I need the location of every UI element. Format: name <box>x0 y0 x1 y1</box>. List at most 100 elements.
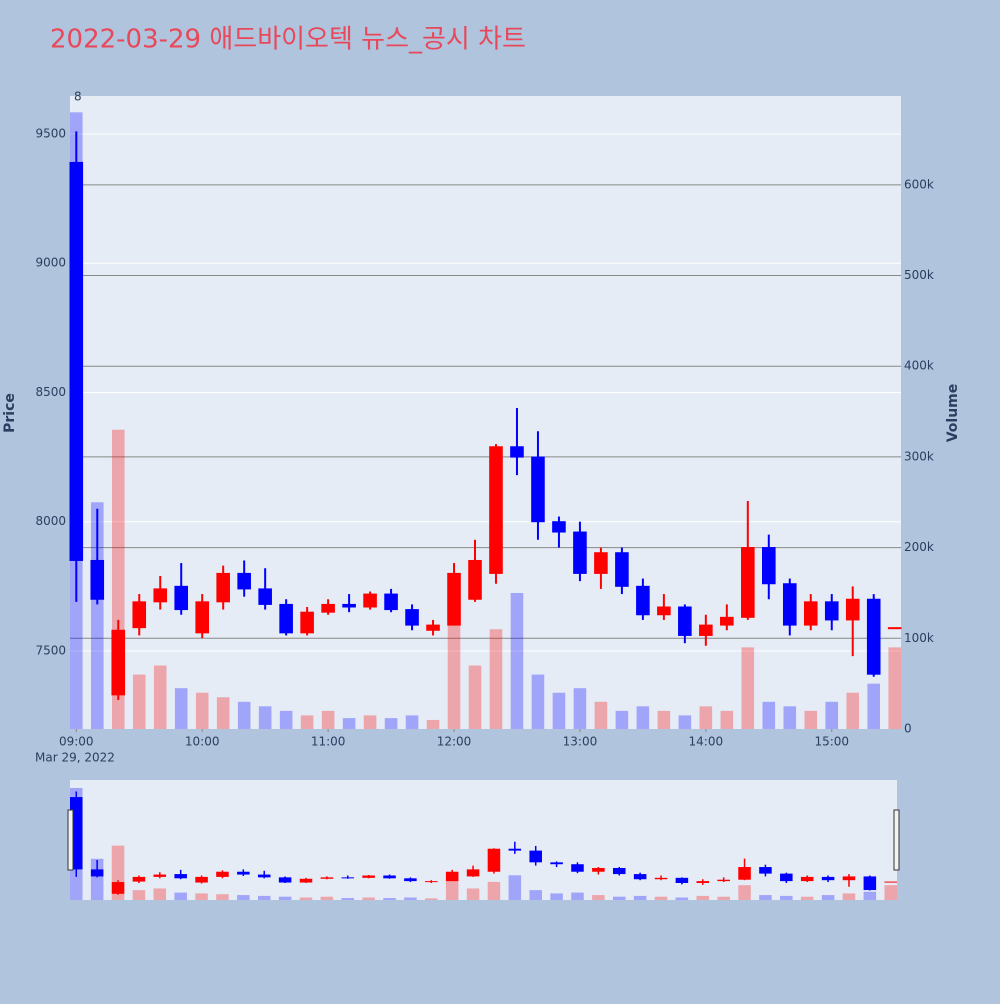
candle-body <box>363 593 377 608</box>
volume-bar <box>804 710 818 729</box>
volume-bar <box>384 718 398 729</box>
y2-tick-label: 100k <box>904 631 934 645</box>
candle-body <box>195 601 209 634</box>
x-tick-label: 11:00 <box>311 735 346 749</box>
mini-volume-bar <box>383 898 396 900</box>
mini-volume-bar <box>842 893 856 900</box>
mini-candle-body <box>278 877 292 883</box>
range-slider[interactable] <box>70 780 897 900</box>
mini-volume-bar <box>529 890 542 900</box>
mini-volume-bar <box>884 885 897 900</box>
candle-body <box>636 585 650 616</box>
mini-candle-body <box>425 881 438 883</box>
volume-bar <box>678 715 692 729</box>
candle-body <box>699 624 713 636</box>
candle-body <box>111 629 126 696</box>
candle-body <box>321 603 335 613</box>
mini-candle-body <box>174 874 187 879</box>
volume-bar <box>132 674 146 729</box>
mini-volume-bar <box>550 893 563 900</box>
mini-volume-bar <box>571 892 584 900</box>
volume-bar <box>657 710 671 729</box>
mini-candle-body <box>717 879 730 882</box>
mini-candle-body <box>738 867 751 880</box>
volume-bar <box>762 701 776 729</box>
mini-candle-body <box>153 874 167 877</box>
mini-candle-body <box>759 867 772 874</box>
y2-tick-label: 0 <box>904 722 912 736</box>
mini-candle-body <box>237 871 250 875</box>
y2-tick-label: 600k <box>904 177 934 191</box>
candle-body <box>216 572 230 603</box>
mini-candle-body <box>90 869 104 877</box>
mini-volume-bar <box>299 897 313 900</box>
mini-candle-body <box>404 878 417 882</box>
mini-candle-body <box>445 871 459 882</box>
candle-body <box>258 588 272 605</box>
candle-body <box>69 161 84 561</box>
y2-tick-label: 400k <box>904 359 934 373</box>
mini-candle-body <box>487 848 501 872</box>
x-tick-label: 12:00 <box>437 735 472 749</box>
mini-candle-body <box>550 862 563 865</box>
candle-body <box>405 609 419 626</box>
candle-body <box>741 547 755 618</box>
range-handle[interactable] <box>893 809 900 871</box>
candle-body <box>573 531 587 574</box>
volume-bar <box>720 710 734 729</box>
mini-volume-bar <box>132 890 146 900</box>
mini-volume-bar <box>278 896 292 900</box>
candle-body <box>845 598 860 621</box>
y-tick-label: 8000 <box>35 514 66 528</box>
candle-body <box>531 456 545 523</box>
mini-volume-bar <box>654 896 668 900</box>
candle-body <box>824 601 839 621</box>
mini-candle-body <box>675 877 689 884</box>
volume-bar <box>90 502 104 729</box>
volume-bar <box>510 592 524 729</box>
mini-candle-body <box>592 867 605 872</box>
candle-body <box>762 547 776 585</box>
volume-bar <box>489 629 503 729</box>
mini-volume-bar <box>257 895 271 900</box>
candle-body <box>489 446 503 574</box>
x-tick-label: 09:00 <box>59 735 94 749</box>
mini-volume-bar <box>508 875 522 900</box>
mini-volume-bar <box>320 896 334 900</box>
y-tick-label: 7500 <box>35 643 66 657</box>
mini-volume-bar <box>404 897 417 900</box>
volume-bar <box>237 701 251 729</box>
annotation: 8 <box>74 90 82 104</box>
candle-body <box>615 552 629 587</box>
volume-bar <box>825 701 839 729</box>
mini-volume-bar <box>466 888 480 900</box>
candle-body <box>510 446 524 458</box>
volume-bar <box>153 665 167 729</box>
x-tick-label: 15:00 <box>814 735 849 749</box>
candle-body <box>657 606 671 616</box>
mini-candle-body <box>257 874 271 878</box>
candle-body <box>887 627 902 630</box>
plot-area <box>70 96 901 729</box>
volume-bar <box>741 647 755 729</box>
volume-bar <box>699 706 713 729</box>
mini-volume-bar <box>675 897 689 900</box>
y2-tick-label: 200k <box>904 540 934 554</box>
mini-volume-bar <box>633 895 647 900</box>
x-date-label: Mar 29, 2022 <box>35 751 115 765</box>
mini-volume-bar <box>759 895 772 900</box>
range-handle[interactable] <box>67 809 74 871</box>
volume-bar <box>405 715 419 729</box>
candle-body <box>782 583 797 626</box>
mini-candle-body <box>654 877 668 880</box>
candle-body <box>552 521 566 533</box>
mini-candle-body <box>508 848 522 851</box>
mini-volume-bar <box>445 880 459 900</box>
volume-bar <box>216 697 230 729</box>
mini-volume-bar <box>696 895 710 900</box>
mini-candle-body <box>195 876 208 883</box>
volume-bar <box>258 706 272 729</box>
candle-body <box>300 611 314 634</box>
volume-bar <box>636 706 650 729</box>
x-tick-label: 10:00 <box>185 735 220 749</box>
